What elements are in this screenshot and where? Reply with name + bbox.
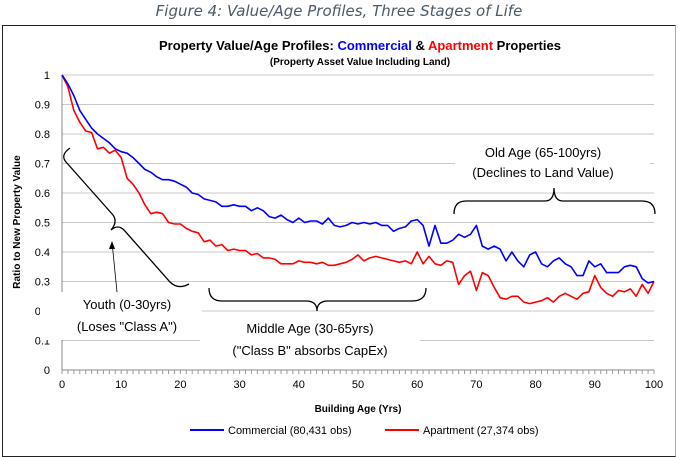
x-tick-label: 70: [470, 379, 482, 391]
old-label-bg: [455, 140, 650, 184]
y-tick-label: 0.4: [35, 247, 50, 259]
y-tick-label: 0: [44, 365, 50, 377]
x-tick-label: 40: [293, 379, 305, 391]
legend-commercial-label: Commercial (80,431 obs): [228, 425, 352, 437]
value-age-chart: Property Value/Age Profiles: Commercial …: [12, 38, 663, 437]
middle-age-bracket: [208, 287, 427, 312]
y-tick-label: 0.8: [35, 129, 50, 141]
y-tick-label: 0.7: [35, 159, 50, 171]
legend: Commercial (80,431 obs) Apartment (27,37…: [190, 425, 539, 437]
figure-caption: Figure 4: Value/Age Profiles, Three Stag…: [155, 2, 523, 20]
y-tick-label: 0.9: [35, 100, 50, 112]
chart-subtitle: (Property Asset Value Including Land): [270, 57, 450, 68]
commercial-series-line: [61, 74, 655, 284]
x-tick-label: 80: [529, 379, 541, 391]
youth-arrow: [111, 241, 118, 293]
youth-label: Youth (0-30yrs): [83, 297, 171, 312]
x-tick-label: 0: [59, 379, 65, 391]
y-axis-title: Ratio to New Property Value: [12, 155, 23, 289]
x-tick-label: 100: [645, 379, 663, 391]
old-age-sublabel: (Declines to Land Value): [472, 165, 613, 180]
y-tick-label: 0.5: [35, 218, 50, 230]
x-tick-label: 30: [233, 379, 245, 391]
y-tick-label: 0.3: [35, 277, 50, 289]
x-tick-label: 60: [411, 379, 423, 391]
youth-arrow-head: [109, 241, 115, 249]
middle-age-sublabel: ("Class B" absorbs CapEx): [232, 343, 387, 358]
x-tick-label: 50: [352, 379, 364, 391]
middle-age-label: Middle Age (30-65yrs): [246, 321, 373, 336]
apartment-series-line: [61, 74, 655, 305]
middle-label-bg: [200, 313, 420, 363]
y-tick-label: 1: [44, 70, 50, 82]
x-tick-label: 90: [589, 379, 601, 391]
x-axis-title: Building Age (Yrs): [315, 404, 402, 415]
y-tick-label: 0.6: [35, 188, 50, 200]
youth-sublabel: (Loses "Class A"): [77, 319, 177, 334]
x-tick-label: 20: [174, 379, 186, 391]
legend-apartment-label: Apartment (27,374 obs): [423, 425, 539, 437]
old-age-label: Old Age (65-100yrs): [485, 145, 601, 160]
chart-title: Property Value/Age Profiles: Commercial …: [159, 38, 561, 53]
youth-label-bg: [40, 292, 202, 340]
x-tick-label: 10: [115, 379, 127, 391]
youth-bracket: [63, 147, 190, 288]
old-age-bracket: [453, 187, 656, 215]
